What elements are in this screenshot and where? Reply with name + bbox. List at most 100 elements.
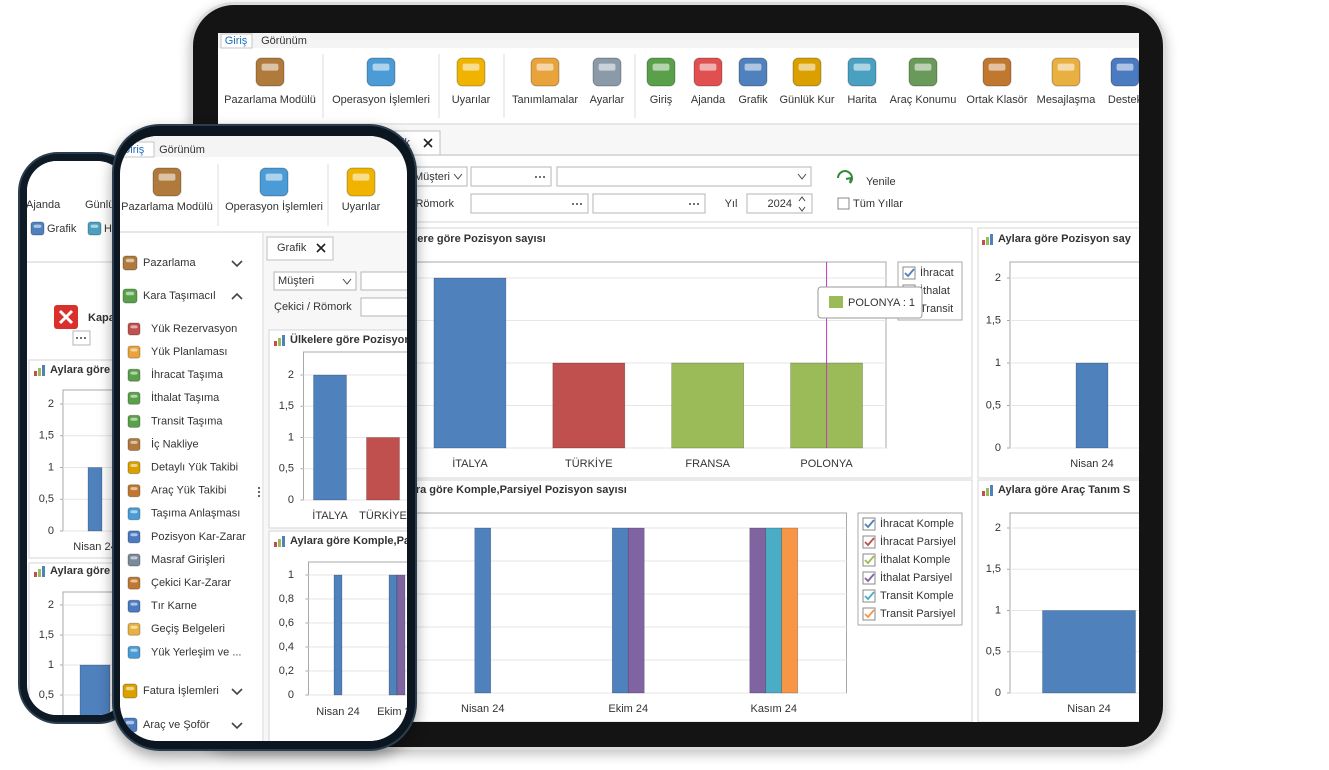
menu-item[interactable]: Transit Taşıma [151,415,223,427]
y-tick-label: 0,6 [279,617,294,629]
y-tick-label: 0 [995,687,1001,699]
legend-check [864,555,875,565]
ellipsis-dot [572,203,574,205]
legend-label[interactable]: İhracat Komple [880,517,954,530]
menu-item[interactable]: Yük Yerleşim ve ... [151,646,242,658]
legend-label[interactable]: İthalat Parsiyel [880,571,952,584]
refresh-button[interactable]: Yenile [866,176,896,188]
bar[interactable] [765,527,783,694]
menu-item[interactable]: İhracat Taşıma [151,368,224,381]
menu-item[interactable]: İç Nakliye [151,437,199,450]
y-tick-label: 0,5 [39,493,54,505]
doc-tab-label[interactable]: Grafik [277,242,307,254]
ribbon-button[interactable]: Uyarılar [342,201,381,213]
bar[interactable] [627,527,645,694]
icon [152,167,182,197]
menu-item[interactable]: Yük Planlaması [151,346,227,358]
ribbon-button[interactable]: Giriş [650,94,673,106]
ribbon-tab[interactable]: Giriş [225,35,248,47]
x-tick-label: İTALYA [452,457,488,470]
legend-label[interactable]: İthalat [920,284,950,297]
ribbon-tab[interactable]: Görünüm [159,144,205,156]
bar[interactable] [474,527,492,694]
legend-label[interactable]: Transit Parsiyel [880,608,955,620]
close-dialog-label[interactable]: Kapat [88,312,119,324]
bar[interactable] [87,467,103,532]
menu-item[interactable]: Çekici Kar-Zarar [151,577,231,589]
bar[interactable] [313,374,347,501]
bar[interactable] [333,574,343,696]
menu-item[interactable]: Detaylı Yük Takibi [151,462,238,474]
ribbon-button[interactable]: Harita [847,94,877,106]
menu-item[interactable]: Araç Yük Takibi [151,485,226,497]
ribbon-button[interactable]: Grafik [47,223,77,235]
ribbon-button[interactable]: Araç Konumu [890,94,957,106]
close-icon[interactable] [316,243,326,253]
bar[interactable] [671,362,744,449]
menu-group[interactable]: Araç ve Şoför [143,719,210,731]
checkbox[interactable] [837,197,850,210]
ellipsis-dot [539,176,541,178]
menu-item[interactable]: Yük Rezervasyon [151,323,237,335]
ribbon-button[interactable]: Günlük Kur [779,94,834,106]
bar[interactable] [433,277,507,449]
menu-item[interactable]: İthalat Taşıma [151,391,220,404]
ribbon-button[interactable]: Uyarılar [452,94,491,106]
ribbon-button[interactable]: Ayarlar [590,94,625,106]
legend-label[interactable]: Transit [920,303,953,315]
bar[interactable] [552,362,626,449]
bar[interactable] [611,527,629,694]
bar[interactable] [79,664,111,715]
all-years-label[interactable]: Tüm Yıllar [853,198,903,210]
legend-label[interactable]: İhracat Parsiyel [880,535,956,548]
legend-label[interactable]: Transit Komple [880,590,954,602]
icon [122,255,138,271]
bar[interactable] [1075,362,1109,449]
menu-group[interactable]: Kara Taşımacıl [143,290,216,302]
ribbon-button[interactable]: Ajanda [27,199,61,211]
menu-group[interactable]: Pazarlama [143,257,196,269]
icon [792,57,822,87]
tractor-box[interactable] [360,297,407,317]
ribbon-button[interactable]: Pazarlama Modülü [121,201,213,213]
trailer-box[interactable] [592,193,706,214]
bar[interactable] [396,574,406,696]
x-tick-label: Ekim 24 [377,706,407,718]
icon [530,57,560,87]
menu-item[interactable]: Masraf Girişleri [151,554,225,566]
legend-label[interactable]: İhracat [920,266,954,279]
chart-title: Ülkelere göre Pozisyon sayısı [391,232,546,245]
ribbon-button[interactable]: Ortak Klasör [966,94,1027,106]
ribbon-button[interactable]: Tanımlamalar [512,94,578,106]
bar[interactable] [388,574,398,696]
customer-combo[interactable] [273,271,357,291]
filter-box[interactable] [360,271,407,291]
bar[interactable] [366,437,400,501]
bar[interactable] [1042,610,1136,694]
ribbon-tab[interactable]: Görünüm [261,35,307,47]
menu-item[interactable]: Pozisyon Kar-Zarar [151,531,246,543]
filter-box[interactable] [470,166,552,187]
bar[interactable] [781,527,799,694]
ribbon-button[interactable]: Mesajlaşma [1037,94,1097,106]
ribbon-button[interactable]: Destek [1108,94,1139,106]
menu-group[interactable]: Fatura İşlemleri [143,684,219,697]
ribbon-button[interactable]: Grafik [738,94,768,106]
tractor-box[interactable] [470,193,589,214]
year-spin[interactable] [746,193,813,214]
ribbon-button[interactable]: Pazarlama Modülü [224,94,316,106]
ellipsis-dot [580,203,582,205]
legend-label[interactable]: İthalat Komple [880,553,950,566]
chart-icon-bar [990,234,993,245]
refresh-icon[interactable] [837,170,853,184]
x-tick-label: Nisan 24 [1067,703,1110,715]
menu-item[interactable]: Taşıma Anlaşması [151,508,240,520]
menu-item[interactable]: Tır Karne [151,600,197,612]
ribbon-button[interactable]: Operasyon İşlemleri [225,200,323,213]
ribbon-button[interactable]: Operasyon İşlemleri [332,93,430,106]
filter-combo[interactable] [556,166,812,187]
menu-item[interactable]: Geçiş Belgeleri [151,623,225,635]
ribbon-button[interactable]: Ajanda [691,94,726,106]
bar[interactable] [749,527,767,694]
close-icon[interactable] [423,138,433,148]
